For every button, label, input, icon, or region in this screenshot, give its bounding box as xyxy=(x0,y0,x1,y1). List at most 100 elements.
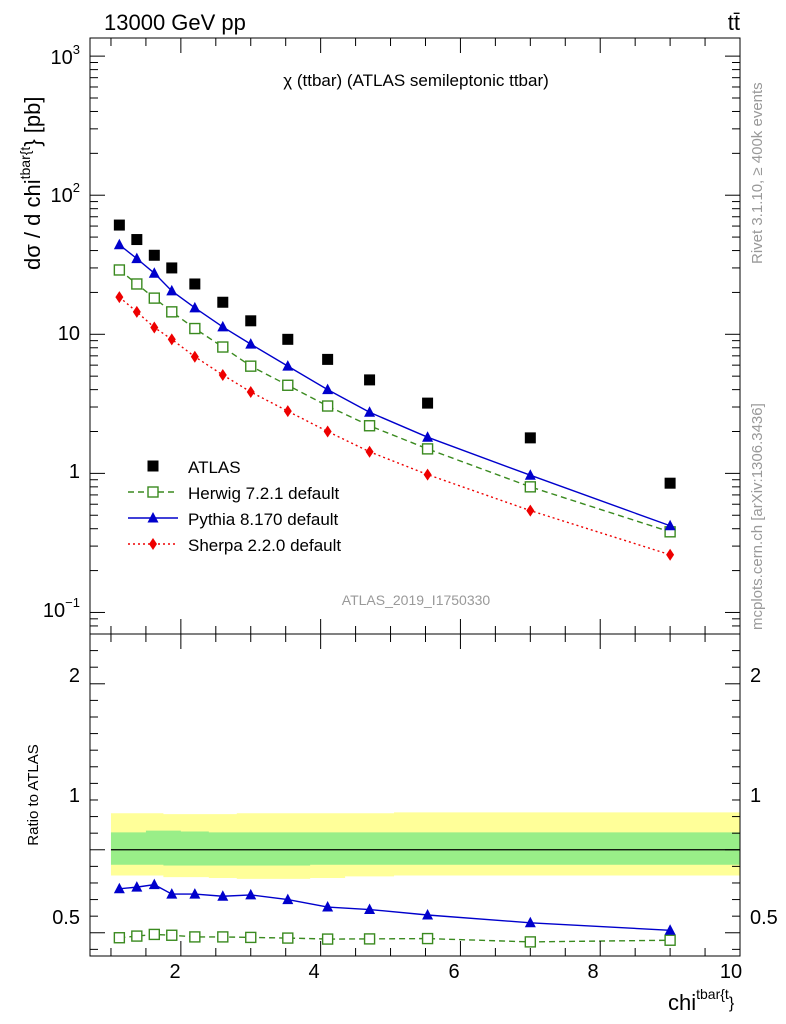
herwig-7-2-1-default-point xyxy=(363,420,376,432)
sherpa-2-2-0-default-point xyxy=(115,291,124,304)
ratio-herwig-7-2-1-default-point xyxy=(321,933,334,945)
ratio-pythia-8-170-default-point xyxy=(166,888,178,899)
ratio-y-tick-label-1: 1 xyxy=(69,785,80,807)
ratio-herwig-7-2-1-default-point xyxy=(664,934,676,946)
ratio-panel: 0.5 1 2 0.5 1 2 2 4 6 8 10 Ratio to ATLA… xyxy=(25,633,778,1015)
ratio-band-inner xyxy=(110,830,740,866)
main-y-tick-label-4: 103 xyxy=(51,42,80,69)
main-y-tick-exponent-3: 2 xyxy=(73,180,80,195)
legend: ATLAS Herwig 7.2.1 default Pythia 8.170 de… xyxy=(128,458,341,555)
herwig-7-2-1-default-point xyxy=(245,360,257,372)
ratio-pythia-8-170-default-point xyxy=(131,881,143,892)
sherpa-2-2-0-default-point xyxy=(246,385,255,398)
herwig-7-2-1-default-point xyxy=(524,481,537,493)
pythia-8-170-default-point xyxy=(282,360,294,371)
ratio-y-tick-label-right-0: 0.5 xyxy=(750,907,778,929)
main-y-tick-label-1: 1 xyxy=(69,461,80,483)
atlas-point xyxy=(364,374,376,386)
header-process: 13000 GeV pp xyxy=(104,10,246,35)
x-axis-label-sup: tbar{t xyxy=(696,986,729,1002)
pythia-8-170-default-point xyxy=(166,284,178,296)
ratio-frame xyxy=(89,633,741,957)
legend-marker-herwig-7-2-1-default xyxy=(147,486,159,498)
ratio-pythia-8-170-default-point xyxy=(322,901,334,912)
herwig-7-2-1-default-point xyxy=(217,341,229,353)
ratio-y-tick-label-right-1: 1 xyxy=(750,785,761,807)
atlas-point xyxy=(664,477,676,489)
main-panel: 10−1 1 10 102 103 dσ / d chitbar{t} [pb]… xyxy=(17,37,741,635)
ratio-y-tick-labels: 0.5 1 2 0.5 1 2 xyxy=(52,665,778,929)
ratio-herwig-7-2-1-default-point xyxy=(421,932,434,945)
ratio-herwig-7-2-1-default-point xyxy=(189,931,201,943)
x-tick-label-4: 4 xyxy=(308,961,319,983)
pythia-8-170-default-point xyxy=(245,338,257,349)
sherpa-2-2-0-default-point xyxy=(283,405,292,418)
ratio-y-tick-label-0: 0.5 xyxy=(52,907,80,929)
legend-marker-atlas xyxy=(147,460,159,472)
sherpa-2-2-0-default-point xyxy=(167,333,176,346)
legend-label-pythia-8-170-default: Pythia 8.170 default xyxy=(188,510,339,529)
side-text-mcplots: mcplots.cern.ch [arXiv:1306.3436] xyxy=(749,403,766,630)
main-y-axis-label-sup: tbar{t xyxy=(17,147,33,180)
pythia-8-170-default-point xyxy=(113,238,125,250)
main-y-tick-label-0: 10−1 xyxy=(43,595,80,622)
analysis-watermark: ATLAS_2019_I1750330 xyxy=(342,592,491,608)
side-text-rivet: Rivet 3.1.10, ≥ 400k events xyxy=(749,82,766,264)
ratio-pythia-8-170-default-point xyxy=(245,888,257,900)
ratio-axis-ticks xyxy=(90,633,741,956)
x-tick-label-8: 8 xyxy=(587,961,598,983)
atlas-point xyxy=(524,432,536,444)
atlas-point xyxy=(282,333,294,345)
ratio-herwig-7-2-1-default-point xyxy=(148,928,161,941)
ratio-pythia-8-170-default-point xyxy=(113,882,125,894)
atlas-point xyxy=(245,315,257,327)
ratio-pythia-8-170-default-point xyxy=(189,888,201,899)
herwig-7-2-1-default-point xyxy=(113,264,126,276)
pythia-8-170-default-point xyxy=(422,431,434,442)
sherpa-2-2-0-default-point xyxy=(150,321,159,334)
main-series-lines xyxy=(118,244,671,556)
x-axis-label: chitbar{t} xyxy=(668,986,735,1015)
legend-item-herwig-7-2-1-default: Herwig 7.2.1 default xyxy=(128,484,339,503)
atlas-point xyxy=(131,234,143,246)
ratio-y-tick-label-right-2: 2 xyxy=(750,665,761,687)
main-y-tick-exponent-4: 3 xyxy=(73,42,80,57)
pythia-8-170-default-point xyxy=(322,383,334,395)
herwig-7-2-1-default-point xyxy=(131,278,143,290)
ratio-herwig-7-2-1-default-point xyxy=(113,932,126,944)
main-y-axis-label-tail: } [pb] xyxy=(20,97,45,147)
pythia-8-170-default-point xyxy=(189,301,201,313)
ratio-herwig-7-2-1-default-point xyxy=(245,931,257,944)
main-y-axis-label: dσ / d chitbar{t} [pb] xyxy=(17,97,45,270)
ratio-herwig-7-2-1-default-point xyxy=(282,932,294,944)
legend-item-sherpa-2-2-0-default: Sherpa 2.2.0 default xyxy=(128,536,341,555)
sherpa-2-2-0-default-point xyxy=(423,468,432,481)
atlas-point xyxy=(148,249,160,261)
pythia-8-170-default-point xyxy=(131,252,143,264)
pythia-8-170-default-point xyxy=(664,519,676,531)
pythia-8-170-default-point xyxy=(364,406,376,417)
sherpa-2-2-0-default-point xyxy=(365,445,374,458)
ratio-herwig-7-2-1-default-point xyxy=(217,931,229,943)
x-tick-label-6: 6 xyxy=(448,961,459,983)
atlas-point xyxy=(166,262,178,274)
ratio-pythia-8-170-default-line xyxy=(119,883,671,931)
legend-item-atlas: ATLAS xyxy=(147,458,241,477)
sherpa-2-2-0-default-point xyxy=(218,368,227,381)
ratio-series-lines xyxy=(119,883,671,943)
legend-item-pythia-8-170-default: Pythia 8.170 default xyxy=(128,510,339,529)
ratio-uncertainty-bands xyxy=(110,812,740,879)
pythia-8-170-default-point xyxy=(524,469,536,480)
herwig-7-2-1-default-point xyxy=(189,322,201,335)
x-axis-label-tail: } xyxy=(729,995,735,1012)
main-y-tick-label-2: 10 xyxy=(58,323,80,345)
ratio-y-axis-label: Ratio to ATLAS xyxy=(25,744,42,845)
chart-title: χ (ttbar) (ATLAS semileptonic ttbar) xyxy=(283,71,549,90)
legend-label-atlas: ATLAS xyxy=(188,458,241,477)
ratio-pythia-8-170-default-point xyxy=(664,924,676,935)
sherpa-2-2-0-default-point xyxy=(323,425,332,438)
main-series-points xyxy=(113,219,676,561)
ratio-pythia-8-170-default-point xyxy=(422,909,434,920)
main-axis-ticks xyxy=(90,38,741,635)
